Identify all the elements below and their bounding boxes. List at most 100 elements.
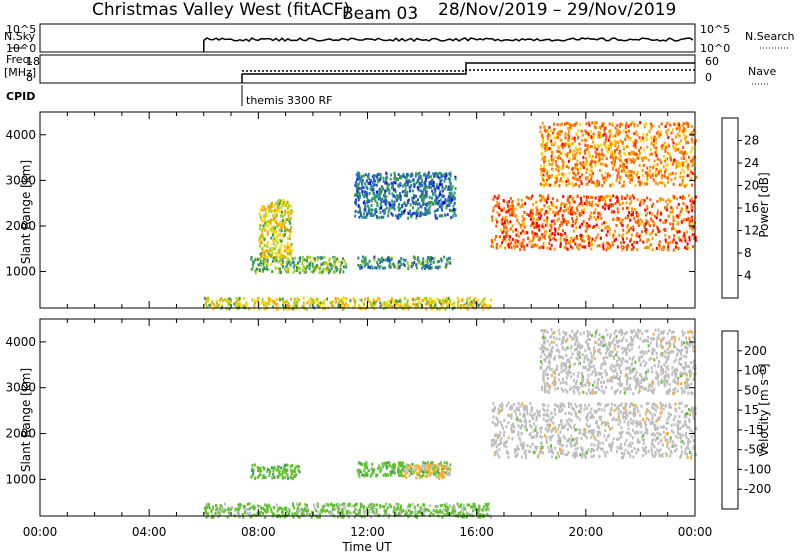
data-cell (601, 153, 604, 156)
data-cell (385, 513, 388, 517)
data-cell (478, 303, 480, 307)
data-cell (551, 203, 554, 207)
data-cell (573, 139, 576, 143)
data-cell (275, 468, 278, 472)
data-cell (426, 211, 429, 215)
data-cell (286, 270, 289, 274)
data-cell (590, 174, 593, 178)
data-cell (367, 172, 370, 176)
data-cell (273, 301, 276, 305)
data-cell (418, 184, 421, 188)
data-cell (564, 220, 567, 224)
data-cell (424, 190, 427, 194)
data-cell (649, 175, 652, 179)
data-cell (406, 191, 409, 194)
data-cell (611, 164, 614, 168)
data-cell (578, 404, 581, 408)
data-cell (426, 299, 429, 303)
data-cell (395, 198, 398, 202)
data-cell (561, 180, 564, 184)
data-cell (476, 511, 479, 515)
data-cell (656, 405, 659, 409)
data-cell (269, 221, 272, 225)
data-cell (415, 472, 418, 475)
data-cell (264, 304, 267, 308)
data-cell (260, 241, 263, 245)
data-cell (643, 182, 646, 186)
data-cell (263, 213, 266, 217)
data-cell (680, 239, 683, 243)
data-cell (361, 193, 364, 196)
data-cell (593, 144, 596, 147)
data-cell (344, 297, 347, 301)
data-cell (560, 177, 562, 181)
data-cell (309, 264, 312, 268)
data-cell (288, 229, 291, 233)
data-cell (397, 468, 400, 472)
data-cell (661, 454, 664, 458)
data-cell (389, 464, 391, 468)
data-cell (565, 153, 568, 157)
data-cell (589, 214, 591, 218)
data-cell (303, 510, 306, 513)
data-cell (289, 204, 292, 208)
data-cell (569, 123, 572, 127)
data-cell (399, 192, 401, 196)
data-cell (310, 297, 313, 301)
data-cell (550, 419, 553, 423)
data-cell (364, 192, 367, 196)
data-cell (597, 217, 600, 221)
data-cell (616, 176, 619, 179)
data-cell (443, 461, 446, 465)
data-cell (433, 472, 436, 476)
data-cell (591, 145, 594, 148)
data-cell (542, 175, 545, 179)
data-cell (430, 461, 432, 465)
data-cell (289, 209, 292, 213)
data-cell (425, 259, 428, 263)
data-cell (586, 202, 589, 205)
data-cell (616, 200, 619, 204)
data-cell (614, 144, 617, 148)
data-cell (413, 194, 416, 197)
data-cell (320, 263, 323, 267)
data-cell (524, 231, 527, 235)
data-cell (331, 510, 334, 514)
region-high-band (539, 121, 697, 188)
data-cell (361, 261, 364, 265)
data-cell (283, 254, 286, 258)
data-cell (516, 218, 519, 222)
data-cell (550, 154, 553, 158)
data-cell (363, 303, 365, 307)
data-cell (563, 204, 566, 208)
data-cell (271, 298, 273, 302)
data-cell (285, 203, 288, 207)
data-cell (682, 161, 685, 165)
data-cell (637, 219, 640, 223)
data-cell (422, 264, 425, 268)
data-cell (532, 217, 535, 221)
data-cell (281, 201, 284, 205)
data-cell (497, 412, 500, 415)
data-cell (410, 173, 413, 177)
data-cell (302, 296, 305, 300)
data-cell (579, 122, 582, 126)
data-cell (429, 175, 432, 179)
data-cell (636, 248, 639, 252)
data-cell (318, 271, 321, 275)
data-cell (612, 194, 615, 198)
data-cell (281, 510, 284, 514)
data-cell (672, 440, 675, 444)
data-cell (422, 196, 425, 200)
data-cell (629, 138, 632, 142)
data-cell (317, 510, 320, 514)
data-cell (543, 160, 546, 164)
data-cell (218, 511, 221, 515)
data-cell (523, 246, 526, 250)
data-cell (424, 184, 427, 188)
data-cell (562, 209, 565, 213)
data-cell (347, 304, 350, 308)
data-cell (562, 172, 565, 176)
data-cell (225, 299, 228, 303)
data-cell (628, 211, 630, 215)
